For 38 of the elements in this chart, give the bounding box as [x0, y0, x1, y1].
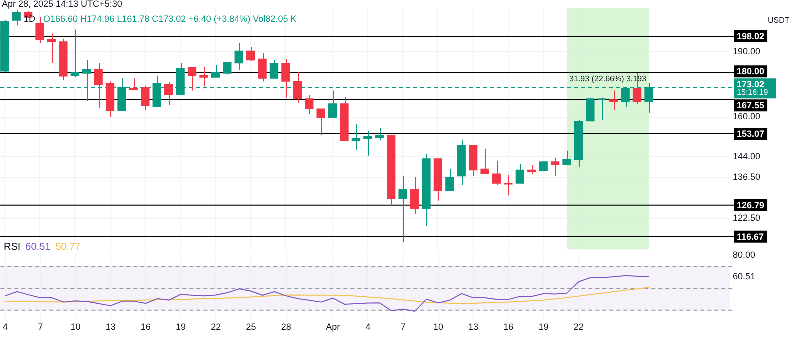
x-tick-label: 22: [574, 322, 584, 332]
ref-line-label: 126.79: [737, 200, 765, 210]
x-tick-label: 16: [504, 322, 514, 332]
y-tick-label: 144.00: [733, 152, 761, 162]
y-tick-label: 60.51: [733, 271, 756, 282]
x-tick-label: 4: [2, 322, 8, 332]
y-tick-label: 80.00: [733, 250, 756, 260]
y-axis-title: USDT: [768, 16, 790, 25]
ref-line-label: 198.02: [737, 32, 765, 42]
x-tick-label: 10: [70, 322, 81, 332]
x-tick-label: 13: [106, 322, 116, 332]
annotation: Apr 28, 2025 14:13 UTC+5:30: [2, 0, 122, 9]
x-tick-label: 16: [140, 322, 151, 332]
x-tick-label: 7: [400, 322, 406, 332]
chart-title: RSI: [4, 242, 21, 253]
x-tick-label: 28: [281, 322, 292, 332]
y-tick-label: 122.50: [733, 212, 761, 223]
x-tick-label: Apr: [326, 322, 340, 332]
text: 50.77: [56, 242, 81, 253]
text: O166.60 H174.96 L161.78 C173.02 +6.40 (+3.84%) Vol82.05 K: [44, 14, 297, 24]
x-tick-label: 19: [176, 322, 186, 332]
x-tick-label: 19: [538, 322, 549, 332]
ref-line-label: 180.00: [737, 66, 765, 77]
ref-line-label: 153.07: [737, 129, 765, 140]
y-tick-label: 190.00: [733, 46, 761, 57]
x-tick-label: 10: [433, 322, 444, 332]
x-tick-label: 25: [246, 322, 256, 332]
ref-line-label: 173.02: [737, 80, 765, 90]
ref-line-label: 167.55: [737, 100, 765, 111]
y-tick-label: 160.00: [733, 112, 761, 122]
x-tick-label: 13: [468, 322, 479, 332]
x-tick-label: 22: [211, 322, 222, 332]
ref-line-label: 116.67: [737, 232, 764, 242]
y-tick-label: 136.50: [733, 172, 761, 182]
text: 60.51: [26, 242, 51, 253]
x-tick-label: 7: [38, 322, 44, 332]
x-tick-label: 4: [366, 322, 371, 332]
text: 15:16:19: [737, 88, 769, 97]
